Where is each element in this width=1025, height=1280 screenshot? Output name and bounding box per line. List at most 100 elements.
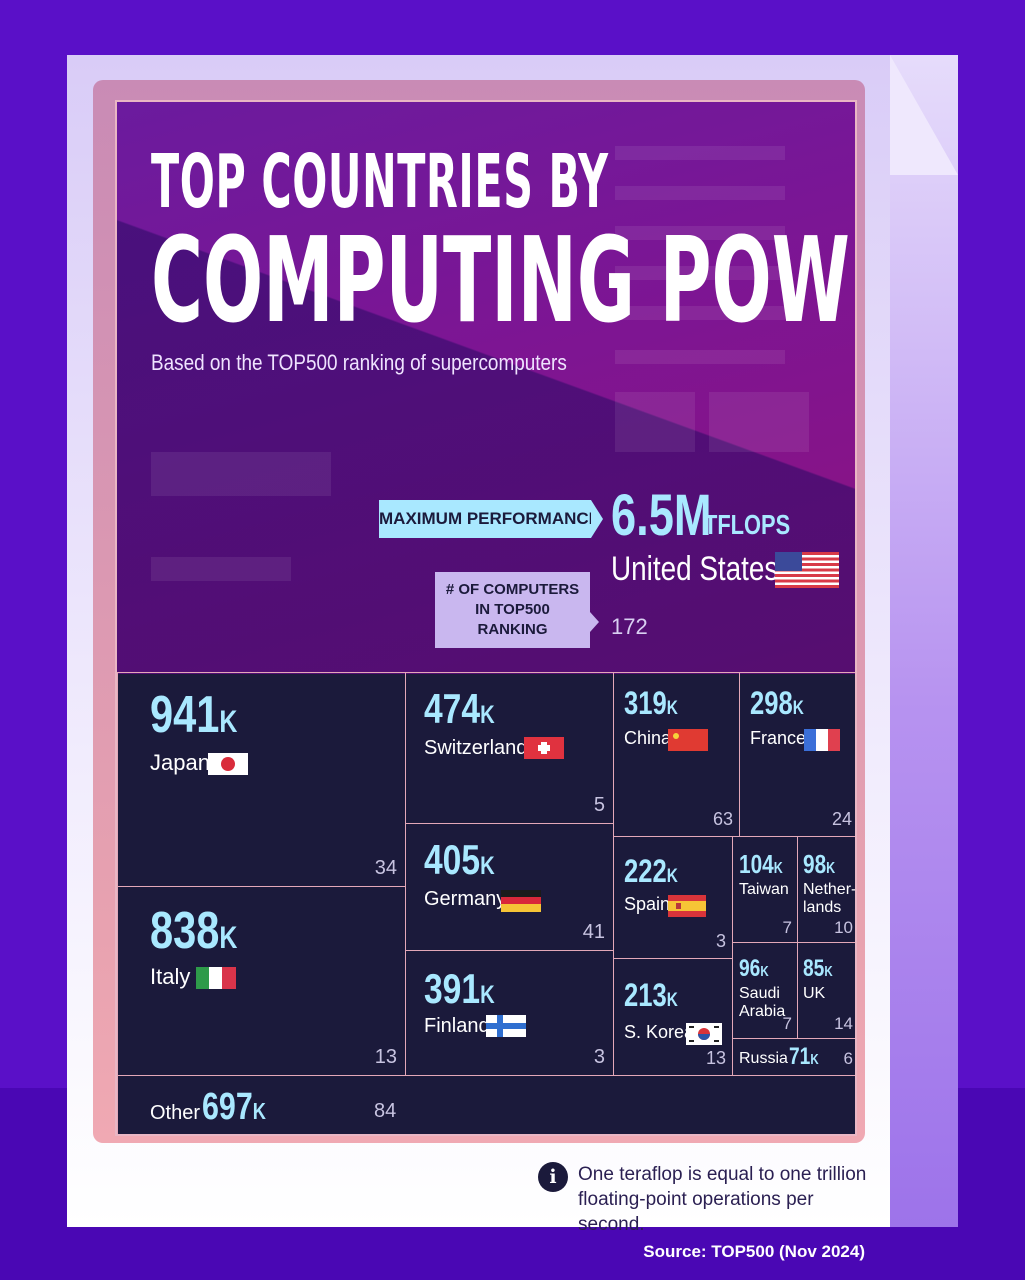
cell-china: 319K China 63 [613, 672, 740, 837]
value-saudi-arabia-unit: K [760, 964, 769, 980]
us-performance-unit: TFLOPS [704, 509, 791, 540]
value-uk-unit: K [824, 964, 833, 980]
count-saudi-arabia: 7 [782, 1014, 792, 1033]
us-country-name: United States [611, 550, 778, 589]
count-spain: 3 [715, 931, 726, 951]
value-russia: 71K [789, 1043, 819, 1071]
value-russia-unit: K [810, 1052, 819, 1068]
value-taiwan-unit: K [773, 860, 783, 877]
us-computers-count: 172 [611, 614, 648, 639]
value-finland-unit: K [480, 981, 495, 1009]
value-japan-num: 941 [150, 686, 220, 744]
value-switzerland-num: 474 [424, 685, 481, 732]
name-saudi-line1: Saudi [739, 985, 780, 1002]
hero-panel: TOP COUNTRIES BY COMPUTING POWER Based o… [117, 102, 855, 674]
name-china: China [624, 728, 672, 748]
value-france-num: 298 [750, 685, 793, 721]
cell-italy: 838K Italy 13 [117, 886, 406, 1076]
japan-flag-icon [208, 753, 248, 775]
deco-rack-2 [615, 186, 785, 200]
value-spain-num: 222 [624, 853, 667, 889]
deco-block [151, 557, 291, 581]
deco-bars [709, 392, 809, 452]
name-netherlands-line2: lands [803, 899, 842, 916]
value-skorea-unit: K [666, 990, 678, 1011]
name-spain: Spain [624, 894, 671, 914]
value-skorea-num: 213 [624, 977, 667, 1013]
value-taiwan-num: 104 [739, 849, 774, 879]
count-italy: 13 [374, 1046, 397, 1068]
value-uk-num: 85 [803, 955, 825, 982]
value-switzerland: 474K [424, 685, 495, 733]
name-finland: Finland [424, 1015, 490, 1037]
deco-rack-1 [615, 146, 785, 160]
cell-other: Other 697K 84 [117, 1075, 855, 1134]
cell-skorea: 213K S. Korea 13 [613, 958, 733, 1076]
finland-flag-icon [486, 1015, 526, 1037]
name-italy: Italy [150, 964, 191, 989]
page-title-line2: COMPUTING POWER [151, 211, 855, 349]
count-france: 24 [831, 809, 852, 829]
value-china: 319K [624, 685, 678, 722]
name-netherlands-line1: Nether- [803, 881, 857, 898]
count-taiwan: 7 [782, 918, 792, 937]
value-spain-unit: K [666, 866, 678, 887]
name-france: France [750, 728, 807, 748]
value-other: 697K [202, 1086, 266, 1129]
value-finland: 391K [424, 965, 495, 1013]
source-credit: Source: TOP500 (Nov 2024) [643, 1242, 865, 1261]
value-saudi-arabia-num: 96 [739, 955, 761, 982]
value-japan-unit: K [219, 704, 238, 739]
page-subtitle: Based on the TOP500 ranking of supercomp… [151, 350, 567, 375]
cell-uk: 85K UK 14 [797, 942, 855, 1039]
skorea-flag-icon [686, 1023, 722, 1045]
value-germany-num: 405 [424, 836, 481, 883]
us-country-label: United States [611, 550, 779, 588]
count-japan: 34 [374, 857, 397, 879]
value-other-unit: K [252, 1098, 266, 1124]
name-japan: Japan [150, 750, 210, 775]
value-taiwan: 104K [739, 849, 783, 880]
value-netherlands-unit: K [826, 860, 836, 877]
value-italy: 838K [150, 901, 237, 961]
us-flag-icon [775, 552, 839, 588]
deco-rack-3 [615, 226, 785, 240]
cell-saudi-arabia: 96K Saudi Arabia 7 [732, 942, 798, 1039]
name-germany: Germany [424, 888, 507, 910]
switzerland-flag-icon [524, 737, 564, 759]
spain-flag-icon [668, 895, 706, 917]
name-other: Other [150, 1102, 201, 1124]
name-saudi-line2: Arabia [739, 1003, 786, 1020]
value-switzerland-unit: K [480, 701, 495, 729]
value-china-num: 319 [624, 685, 667, 721]
deco-panel [615, 392, 695, 452]
value-france: 298K [750, 685, 804, 722]
cell-netherlands: 98K Nether- lands 10 [797, 836, 857, 943]
deco-rack-5 [615, 306, 785, 320]
deco-grid [151, 452, 331, 496]
cell-germany: 405K Germany 41 [405, 823, 614, 951]
count-china: 63 [712, 809, 733, 829]
count-germany: 41 [582, 921, 605, 943]
name-uk: UK [803, 985, 826, 1002]
info-icon: i [538, 1162, 568, 1192]
china-flag-icon [668, 729, 708, 751]
value-netherlands-num: 98 [803, 849, 827, 879]
value-uk: 85K [803, 955, 833, 983]
value-other-num: 697 [202, 1086, 253, 1128]
count-switzerland: 5 [593, 794, 605, 816]
value-finland-num: 391 [424, 965, 481, 1012]
chart-screen: TOP COUNTRIES BY COMPUTING POWER Based o… [115, 100, 857, 1136]
italy-flag-icon [196, 967, 236, 989]
deco-rack-6 [615, 350, 785, 364]
computers-count-arrow [590, 612, 599, 632]
name-taiwan: Taiwan [739, 881, 789, 898]
cell-russia: Russia 71K 6 [732, 1038, 855, 1076]
value-japan: 941K [150, 685, 237, 745]
cabinet-side [890, 55, 958, 1227]
value-china-unit: K [666, 698, 678, 719]
value-netherlands: 98K [803, 849, 835, 880]
deco-rack-4 [615, 266, 785, 280]
max-performance-arrow [591, 500, 603, 538]
value-france-unit: K [792, 698, 804, 719]
